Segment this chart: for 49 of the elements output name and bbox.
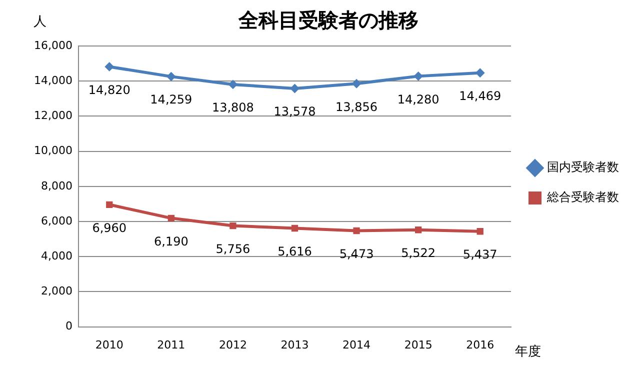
data-label: 14,820 bbox=[88, 82, 130, 97]
y-axis-title: 人 bbox=[34, 14, 46, 30]
data-label: 5,756 bbox=[216, 242, 250, 256]
y-tick-label: 12,000 bbox=[34, 109, 72, 122]
point bbox=[104, 62, 114, 72]
data-label: 5,473 bbox=[339, 246, 374, 261]
y-tick-label: 4,000 bbox=[40, 249, 72, 262]
y-tick-label: 6,000 bbox=[40, 214, 72, 228]
point bbox=[352, 79, 362, 88]
y-tick-label: 0 bbox=[65, 320, 72, 333]
point bbox=[106, 201, 113, 208]
legend-label: 国内受験者数 bbox=[547, 160, 619, 174]
point bbox=[291, 224, 298, 232]
data-label: 13,808 bbox=[212, 100, 254, 115]
point bbox=[168, 214, 174, 222]
x-tick-label: 2013 bbox=[280, 338, 309, 352]
y-tick-label: 14,000 bbox=[34, 74, 72, 87]
data-label: 5,437 bbox=[462, 248, 498, 262]
data-label: 5,522 bbox=[401, 246, 436, 260]
point bbox=[414, 226, 422, 234]
point bbox=[228, 80, 238, 89]
y-tick-label: 8,000 bbox=[40, 179, 72, 192]
chart-title: 全科目受験者の推移 bbox=[238, 8, 418, 32]
data-label: 13,578 bbox=[274, 104, 316, 119]
point bbox=[414, 72, 423, 81]
x-tick-label: 2015 bbox=[404, 338, 432, 352]
x-tick-label: 2011 bbox=[157, 338, 186, 352]
data-label: 5,616 bbox=[278, 244, 312, 258]
y-tick-label: 16,000 bbox=[34, 38, 72, 52]
data-label: 14,259 bbox=[150, 92, 192, 107]
x-tick-label: 2016 bbox=[466, 338, 494, 352]
point bbox=[353, 227, 360, 234]
legend-label: 総合受験者数 bbox=[546, 190, 619, 204]
data-label: 6,190 bbox=[154, 234, 188, 248]
x-tick-label: 2012 bbox=[218, 338, 247, 352]
data-label: 14,469 bbox=[459, 88, 502, 103]
y-tick-label: 10,000 bbox=[34, 144, 72, 158]
point bbox=[166, 72, 176, 82]
y-tick-label: 2,000 bbox=[40, 284, 72, 298]
x-tick-label: 2014 bbox=[342, 338, 371, 352]
point bbox=[476, 228, 484, 235]
data-label: 6,960 bbox=[92, 220, 127, 235]
data-label: 13,856 bbox=[336, 100, 378, 114]
x-axis-title: 年度 bbox=[515, 343, 541, 360]
point bbox=[230, 222, 236, 230]
point bbox=[290, 84, 300, 94]
x-tick-label: 2010 bbox=[95, 338, 124, 352]
data-label: 14,280 bbox=[397, 92, 440, 106]
point bbox=[476, 68, 485, 78]
